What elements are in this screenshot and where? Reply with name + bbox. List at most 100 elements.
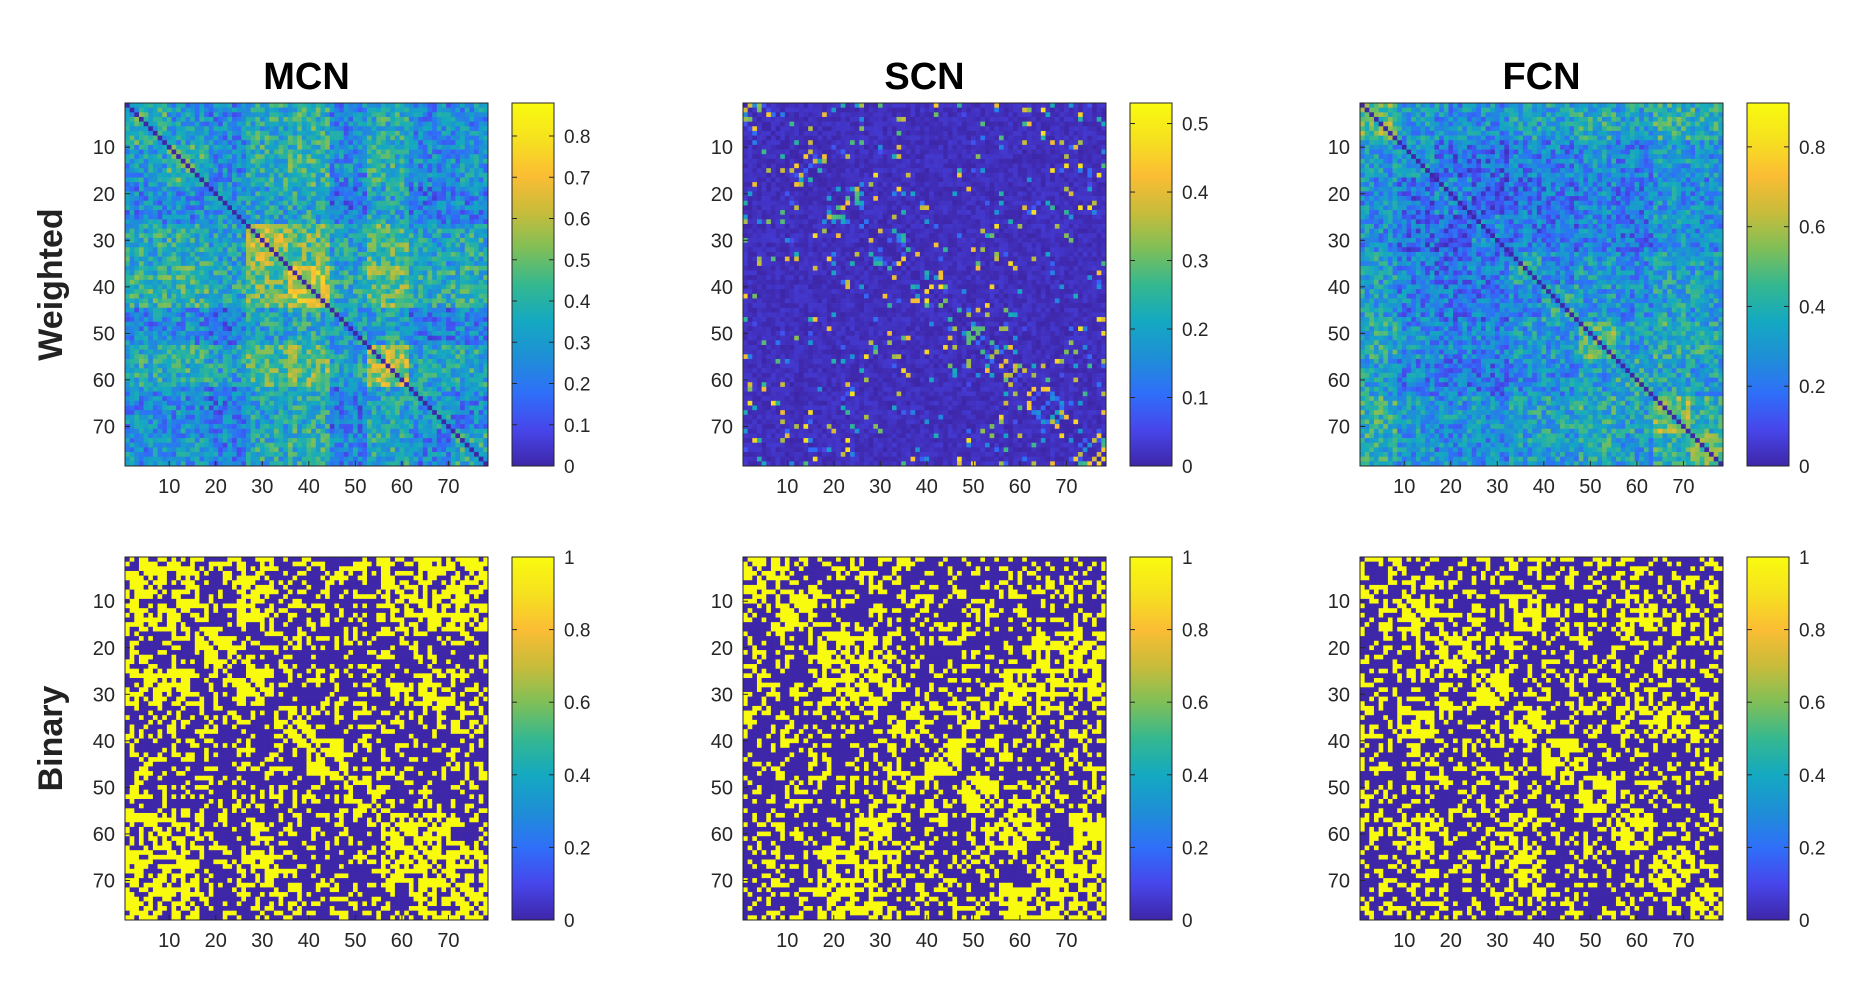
heatmap-cell bbox=[320, 117, 325, 122]
heatmap-cell bbox=[269, 112, 274, 117]
heatmap-cell bbox=[176, 131, 181, 136]
heatmap-cell bbox=[255, 112, 260, 117]
heatmap-cell bbox=[125, 126, 130, 131]
heatmap-cell bbox=[358, 145, 363, 150]
heatmap-cell bbox=[418, 122, 423, 127]
heatmap-cell bbox=[172, 103, 177, 108]
heatmap-cell bbox=[237, 122, 242, 127]
heatmap-cell bbox=[227, 150, 232, 155]
heatmap-cell bbox=[130, 126, 135, 131]
heatmap-cell bbox=[311, 108, 316, 113]
heatmap-cell bbox=[344, 145, 349, 150]
heatmap-cell bbox=[316, 131, 321, 136]
heatmap-cell bbox=[153, 145, 158, 150]
heatmap-cell bbox=[395, 103, 400, 108]
heatmap-cell bbox=[386, 108, 391, 113]
heatmap-cell bbox=[307, 126, 312, 131]
heatmap-cell bbox=[167, 140, 172, 145]
heatmap-cell bbox=[302, 145, 307, 150]
heatmap-cell bbox=[167, 126, 172, 131]
heatmap-cell bbox=[251, 140, 256, 145]
heatmap-cell bbox=[237, 145, 242, 150]
heatmap-cell bbox=[288, 154, 293, 159]
heatmap-cell bbox=[307, 108, 312, 113]
heatmap-cell bbox=[418, 145, 423, 150]
heatmap-cell bbox=[246, 122, 251, 127]
heatmap-cell bbox=[311, 117, 316, 122]
heatmap-cell bbox=[172, 126, 177, 131]
heatmap-cell bbox=[441, 145, 446, 150]
heatmap-cell bbox=[251, 145, 256, 150]
heatmap-cell bbox=[418, 108, 423, 113]
heatmap-cell bbox=[367, 140, 372, 145]
heatmap-cell bbox=[260, 108, 265, 113]
heatmap-cell bbox=[441, 131, 446, 136]
heatmap-cell bbox=[172, 145, 177, 150]
heatmap-cell bbox=[144, 140, 149, 145]
heatmap-cell bbox=[255, 126, 260, 131]
heatmap-cell bbox=[395, 145, 400, 150]
heatmap-cell bbox=[362, 122, 367, 127]
heatmap-cell bbox=[339, 117, 344, 122]
heatmap-cell bbox=[376, 117, 381, 122]
heatmap-cell bbox=[279, 131, 284, 136]
heatmap-cell bbox=[195, 140, 200, 145]
heatmap-cell bbox=[367, 131, 372, 136]
heatmap-cell bbox=[414, 140, 419, 145]
heatmap-cell bbox=[469, 154, 474, 159]
heatmap-cell bbox=[186, 108, 191, 113]
heatmap-cell bbox=[334, 108, 339, 113]
heatmap-cell bbox=[441, 159, 446, 164]
heatmap-cell bbox=[190, 140, 195, 145]
heatmap-cell bbox=[469, 117, 474, 122]
heatmap-cell bbox=[297, 154, 302, 159]
heatmap-cell bbox=[316, 150, 321, 155]
heatmap-cell bbox=[358, 150, 363, 155]
heatmap-cell bbox=[130, 103, 135, 108]
heatmap-cell bbox=[372, 103, 377, 108]
heatmap-cell bbox=[395, 126, 400, 131]
heatmap-cell bbox=[153, 140, 158, 145]
heatmap-cell bbox=[381, 103, 386, 108]
heatmap-cell bbox=[195, 117, 200, 122]
heatmap-cell bbox=[260, 145, 265, 150]
heatmap-cell bbox=[455, 103, 460, 108]
heatmap-cell bbox=[441, 150, 446, 155]
heatmap-cell bbox=[269, 131, 274, 136]
heatmap-cell bbox=[465, 136, 470, 141]
heatmap-cell bbox=[167, 117, 172, 122]
heatmap-cell bbox=[320, 145, 325, 150]
heatmap-cell bbox=[237, 136, 242, 141]
heatmap-cell bbox=[423, 159, 428, 164]
heatmap-cell bbox=[209, 131, 214, 136]
heatmap-cell bbox=[386, 150, 391, 155]
heatmap-cell bbox=[455, 136, 460, 141]
heatmap-cell bbox=[172, 131, 177, 136]
heatmap-cell bbox=[227, 112, 232, 117]
heatmap-cell bbox=[404, 150, 409, 155]
heatmap-cell bbox=[209, 103, 214, 108]
heatmap-cell bbox=[176, 112, 181, 117]
heatmap-cell bbox=[390, 145, 395, 150]
heatmap-cell bbox=[195, 108, 200, 113]
heatmap-cell bbox=[418, 150, 423, 155]
heatmap-cell bbox=[158, 126, 163, 131]
heatmap-cell bbox=[344, 126, 349, 131]
heatmap-cell bbox=[367, 150, 372, 155]
heatmap-cell bbox=[186, 131, 191, 136]
heatmap-cell bbox=[348, 140, 353, 145]
heatmap-cell bbox=[409, 117, 414, 122]
heatmap-cell bbox=[265, 154, 270, 159]
heatmap-cell bbox=[334, 122, 339, 127]
heatmap-cell bbox=[376, 108, 381, 113]
heatmap-cell bbox=[339, 112, 344, 117]
heatmap-cell bbox=[432, 117, 437, 122]
heatmap-cell bbox=[469, 108, 474, 113]
heatmap-cell bbox=[246, 126, 251, 131]
heatmap-cell bbox=[274, 112, 279, 117]
heatmap-cell bbox=[390, 150, 395, 155]
heatmap-cell bbox=[283, 117, 288, 122]
heatmap-cell bbox=[176, 108, 181, 113]
heatmap-cell bbox=[144, 117, 149, 122]
heatmap-cell bbox=[195, 150, 200, 155]
